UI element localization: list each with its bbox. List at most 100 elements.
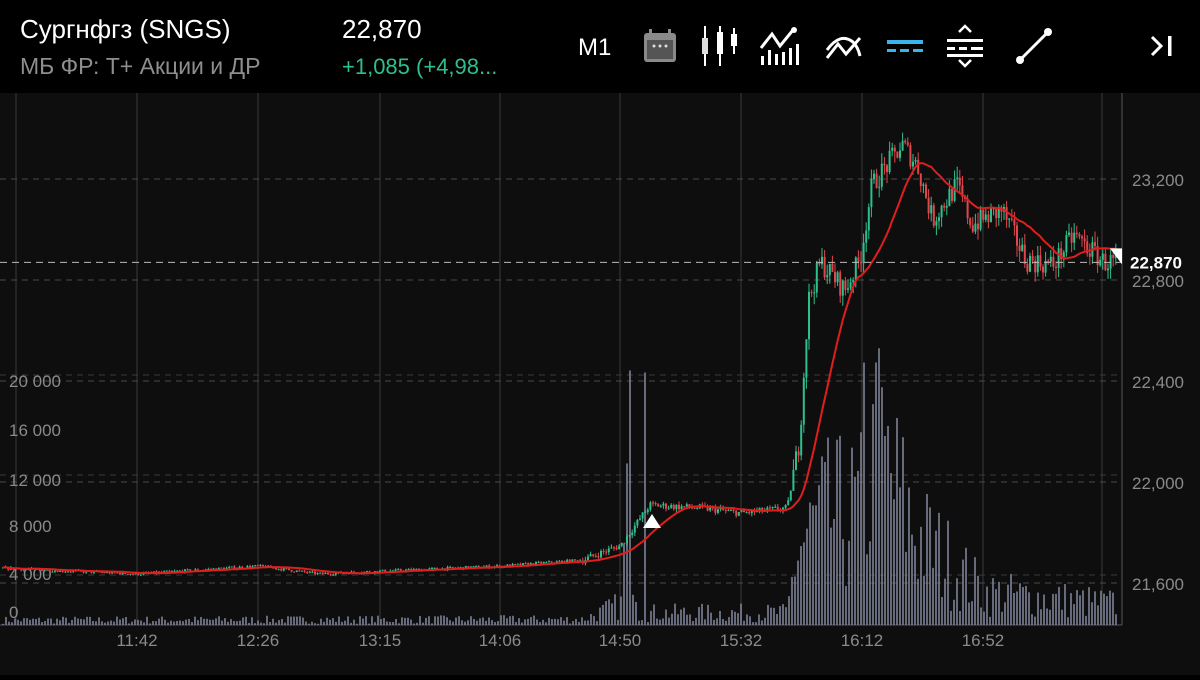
volume-bar — [497, 621, 499, 625]
volume-bar — [434, 616, 436, 625]
candle-body — [472, 566, 475, 568]
volume-bar — [416, 622, 418, 625]
candle-body — [592, 554, 595, 556]
volume-bar — [428, 616, 430, 625]
candle-body — [1107, 268, 1109, 271]
price-range-icon[interactable] — [944, 24, 988, 68]
scroll-to-end-icon[interactable] — [1142, 24, 1186, 68]
volume-bar — [947, 520, 949, 625]
candle-body — [683, 506, 686, 508]
volume-bar — [899, 487, 901, 625]
volume-bar — [329, 619, 331, 625]
candle-body — [129, 573, 132, 575]
volume-bar — [431, 623, 433, 625]
volume-bar — [575, 618, 577, 625]
candle-body — [571, 559, 574, 563]
candle-body — [1010, 218, 1013, 220]
volume-bar — [809, 502, 811, 625]
volume-bar — [716, 618, 718, 625]
volume-bar — [347, 616, 349, 625]
volume-bar — [875, 362, 877, 625]
chart-canvas[interactable]: 23,200 22,800 22,400 22,000 21,600 11:42 12:26… — [0, 93, 1200, 675]
volume-bar — [266, 615, 268, 625]
volume-bar — [830, 527, 832, 625]
volume-bar — [257, 620, 259, 625]
volume-tick-label: 8 000 — [9, 517, 52, 536]
volume-bar — [710, 612, 712, 625]
volume-bar — [20, 621, 22, 625]
candle-body — [1094, 242, 1096, 247]
volume-bar — [14, 618, 16, 625]
candle-body — [223, 568, 225, 570]
candle-body — [893, 147, 896, 152]
candle-body — [1112, 255, 1115, 259]
volume-bar — [1043, 594, 1045, 625]
candle-body — [787, 500, 790, 505]
trend-line-icon[interactable] — [1012, 24, 1056, 68]
volume-bar — [236, 621, 238, 625]
candle-body — [379, 570, 381, 573]
candle-body — [1055, 266, 1057, 268]
volume-bar — [449, 620, 451, 625]
horizontal-lines-icon[interactable] — [884, 24, 928, 68]
price-chart[interactable]: 23,200 22,800 22,400 22,000 21,600 11:42 12:26… — [0, 93, 1200, 675]
candle-body — [1083, 238, 1086, 242]
volume-bar — [599, 607, 601, 625]
volume-bar — [962, 559, 964, 625]
candle-body — [217, 567, 220, 571]
volume-bar — [605, 601, 607, 625]
candle-body — [399, 569, 402, 571]
volume-bar — [245, 616, 247, 625]
volume-bar — [197, 620, 199, 625]
candle-body — [116, 572, 119, 574]
exchange-label: МБ ФР: Т+ Акции и ДР — [20, 53, 261, 79]
volume-bar — [602, 604, 604, 625]
candle-body — [984, 214, 987, 220]
candle-body — [303, 570, 306, 572]
price-tick-label: 21,600 — [1132, 575, 1184, 594]
volume-bar — [842, 539, 844, 625]
candle-body — [1078, 234, 1081, 237]
volume-bar — [185, 619, 187, 625]
candle-body — [1062, 252, 1065, 260]
timeframe-button[interactable]: M1 — [578, 34, 612, 61]
compare-icon[interactable] — [822, 24, 866, 68]
volume-bar — [938, 512, 940, 625]
volume-bar — [5, 616, 7, 625]
volume-bar — [482, 617, 484, 625]
volume-bar — [95, 621, 97, 625]
volume-bar — [518, 618, 520, 625]
volume-bar — [752, 622, 754, 625]
candle-body — [433, 567, 436, 569]
indicators-icon[interactable] — [758, 24, 802, 68]
candle-body — [688, 504, 691, 508]
candle-body — [987, 214, 990, 223]
candle-body — [722, 508, 725, 511]
candle-body — [875, 173, 878, 188]
candle-body — [535, 562, 537, 565]
candle-body — [238, 566, 241, 569]
volume-bar — [152, 620, 154, 625]
candle-body — [665, 503, 667, 509]
candlestick-icon[interactable] — [698, 24, 742, 68]
candle-body — [1005, 207, 1008, 220]
candle-body — [870, 179, 873, 208]
calendar-icon[interactable] — [638, 24, 682, 68]
volume-bar — [662, 618, 664, 625]
volume-bar — [872, 404, 874, 625]
volume-bar — [1058, 586, 1060, 625]
candle-body — [995, 208, 998, 218]
candle-body — [225, 567, 228, 570]
volume-bar — [263, 623, 265, 625]
candle-body — [519, 563, 522, 566]
volume-bar — [479, 618, 481, 625]
volume-bar — [671, 613, 673, 625]
candle-body — [467, 566, 470, 569]
volume-bar — [338, 616, 340, 625]
volume-bar — [203, 618, 205, 625]
volume-bar — [491, 620, 493, 625]
volume-bar — [452, 621, 454, 625]
volume-bar — [968, 602, 970, 625]
volume-bar — [980, 607, 982, 625]
volume-bar — [8, 621, 10, 625]
